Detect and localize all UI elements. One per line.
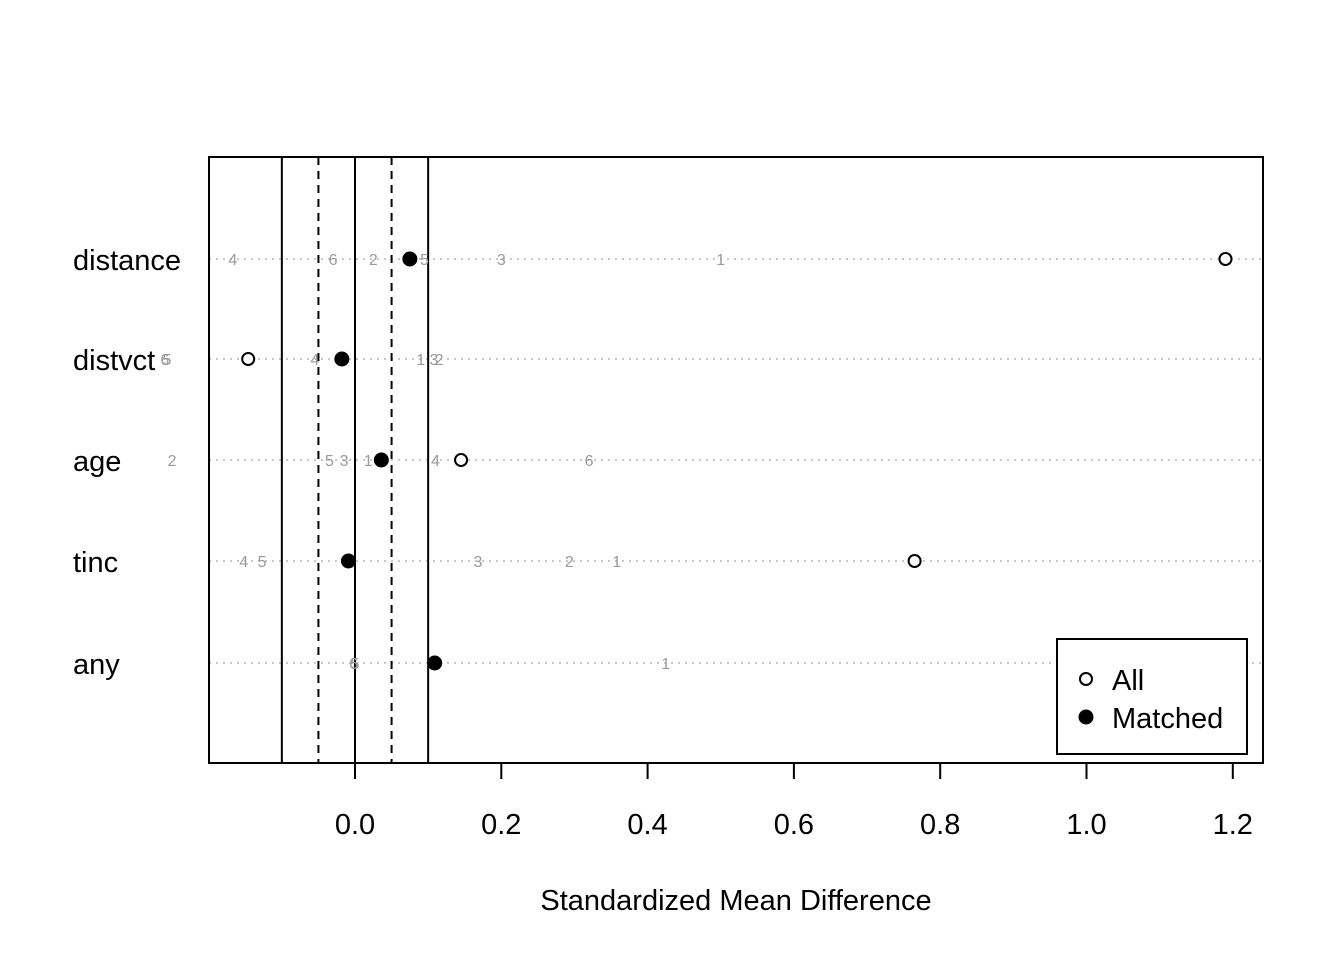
subclass-label: 4 [239,554,248,571]
x-tick-label: 0.0 [335,809,375,841]
y-tick-label-distance: distance [73,245,181,277]
matched-point-age [373,452,389,468]
matched-point-distvct [334,351,350,367]
subclass-label: 2 [565,554,574,571]
subclass-labels: 4 6 2 5 3 165 4 1 322 5 3 1 4 64 5 3 2 165 1 [160,252,725,673]
subclass-label: 1 [612,554,621,571]
subclass-label: 5 [351,656,360,673]
matched-point-distance [402,251,418,267]
legend-matched-marker [1078,709,1094,725]
subclass-label: 1 [716,252,725,269]
x-tick-label: 0.6 [774,809,814,841]
subclass-label: 6 [160,352,169,369]
subclass-label: 1 [364,453,373,470]
subclass-label: 4 [228,252,237,269]
x-tick-label: 0.2 [481,809,521,841]
subclass-label: 4 [310,352,319,369]
x-tick-label: 0.4 [627,809,667,841]
subclass-label: 6 [585,453,594,470]
subclass-label: 3 [497,252,506,269]
subclass-label: 2 [369,252,378,269]
all-point-age [454,453,469,467]
subclass-label: 5 [258,554,267,571]
subclass-label: 2 [435,352,444,369]
subclass-label: 6 [349,656,358,673]
subclass-label: 3 [473,554,482,571]
x-tick-label: 1.0 [1066,809,1106,841]
subclass-label: 6 [329,252,338,269]
subclass-label: 5 [325,453,334,470]
y-tick-label-age: age [73,446,121,478]
y-tick-label-any: any [73,649,120,681]
all-point-tinc [907,554,922,568]
legend-matched-label: Matched [1112,703,1223,735]
subclass-label: 1 [661,656,670,673]
matched-point-any [427,655,443,671]
subclass-label: 3 [430,352,439,369]
x-axis-title: Standardized Mean Difference [540,885,931,917]
y-tick-label-distvct: distvct [73,345,155,377]
y-axis-labels: distance distvct age tinc any [73,245,181,681]
legend-all-marker [1079,672,1093,686]
subclass-label: 4 [431,453,440,470]
all-point-distance [1218,252,1233,266]
x-tick-label: 0.8 [920,809,960,841]
x-axis: 0.0 0.2 0.4 0.6 0.8 1.0 1.2 [335,762,1253,841]
subclass-label: 1 [416,352,425,369]
all-point-distvct [241,352,256,366]
x-tick-label: 1.2 [1213,809,1253,841]
subclass-label: 5 [420,252,429,269]
legend-box [1056,638,1248,755]
data-points [241,251,1233,671]
matched-point-tinc [340,553,356,569]
y-tick-label-tinc: tinc [73,547,118,579]
subclass-label: 5 [163,352,172,369]
subclass-label: 2 [168,453,177,470]
legend: All Matched [1056,638,1248,755]
legend-all-label: All [1112,665,1144,697]
subclass-label: 3 [340,453,349,470]
